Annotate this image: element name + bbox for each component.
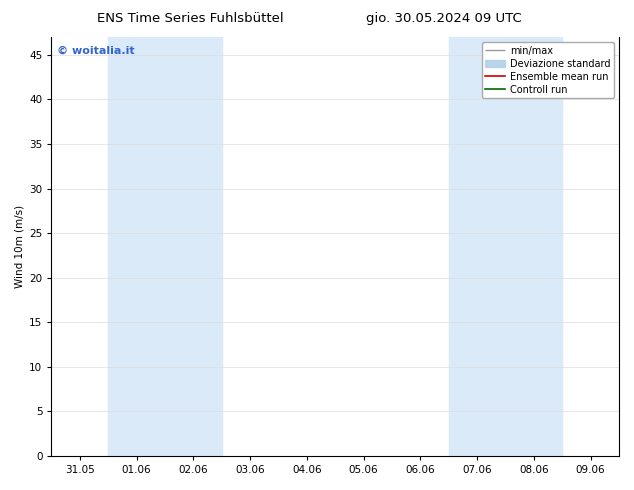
Text: gio. 30.05.2024 09 UTC: gio. 30.05.2024 09 UTC — [366, 12, 522, 25]
Text: © woitalia.it: © woitalia.it — [57, 46, 135, 55]
Y-axis label: Wind 10m (m/s): Wind 10m (m/s) — [15, 205, 25, 288]
Text: ENS Time Series Fuhlsbüttel: ENS Time Series Fuhlsbüttel — [97, 12, 283, 25]
Bar — [449, 37, 562, 456]
Bar — [108, 37, 222, 456]
Legend: min/max, Deviazione standard, Ensemble mean run, Controll run: min/max, Deviazione standard, Ensemble m… — [482, 42, 614, 98]
